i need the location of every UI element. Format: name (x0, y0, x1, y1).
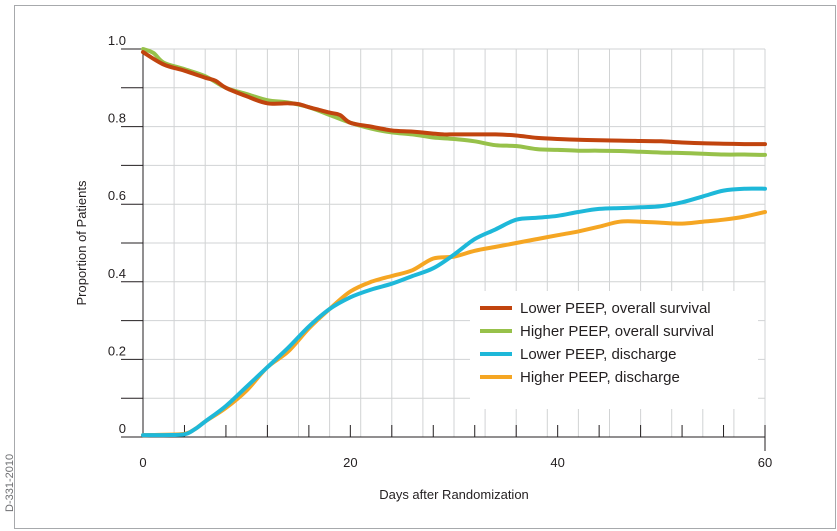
figure-frame (14, 5, 836, 529)
y-tick-label: 0.4 (108, 266, 126, 281)
y-tick-label: 0.6 (108, 188, 126, 203)
legend: Lower PEEP, overall survival Higher PEEP,… (470, 291, 758, 409)
legend-label: Higher PEEP, overall survival (520, 323, 714, 340)
y-tick-label: 0.8 (108, 111, 126, 126)
legend-box (470, 291, 758, 409)
tick-marks (121, 48, 766, 451)
y-axis-title: Proportion of Patients (74, 180, 89, 306)
x-tick-label: 40 (550, 455, 564, 470)
legend-label: Higher PEEP, discharge (520, 369, 680, 386)
y-tick-label: 0 (119, 421, 126, 436)
legend-label: Lower PEEP, overall survival (520, 300, 711, 317)
series-line-lower-peep-overall-survival (141, 50, 767, 147)
x-tick-label: 60 (758, 455, 772, 470)
grid-lines (143, 48, 766, 437)
x-tick-label: 0 (139, 455, 146, 470)
x-tick-label: 20 (343, 455, 357, 470)
y-tick-label: 0.2 (108, 343, 126, 358)
legend-label: Lower PEEP, discharge (520, 346, 676, 363)
series-lines (141, 47, 767, 438)
tick-labels: 0 0.2 0.4 0.6 0.8 1.0 0 20 40 60 (108, 33, 772, 470)
x-axis-title: Days after Randomization (379, 487, 529, 502)
y-tick-label: 1.0 (108, 33, 126, 48)
series-line-lower-peep-discharge (141, 186, 767, 438)
